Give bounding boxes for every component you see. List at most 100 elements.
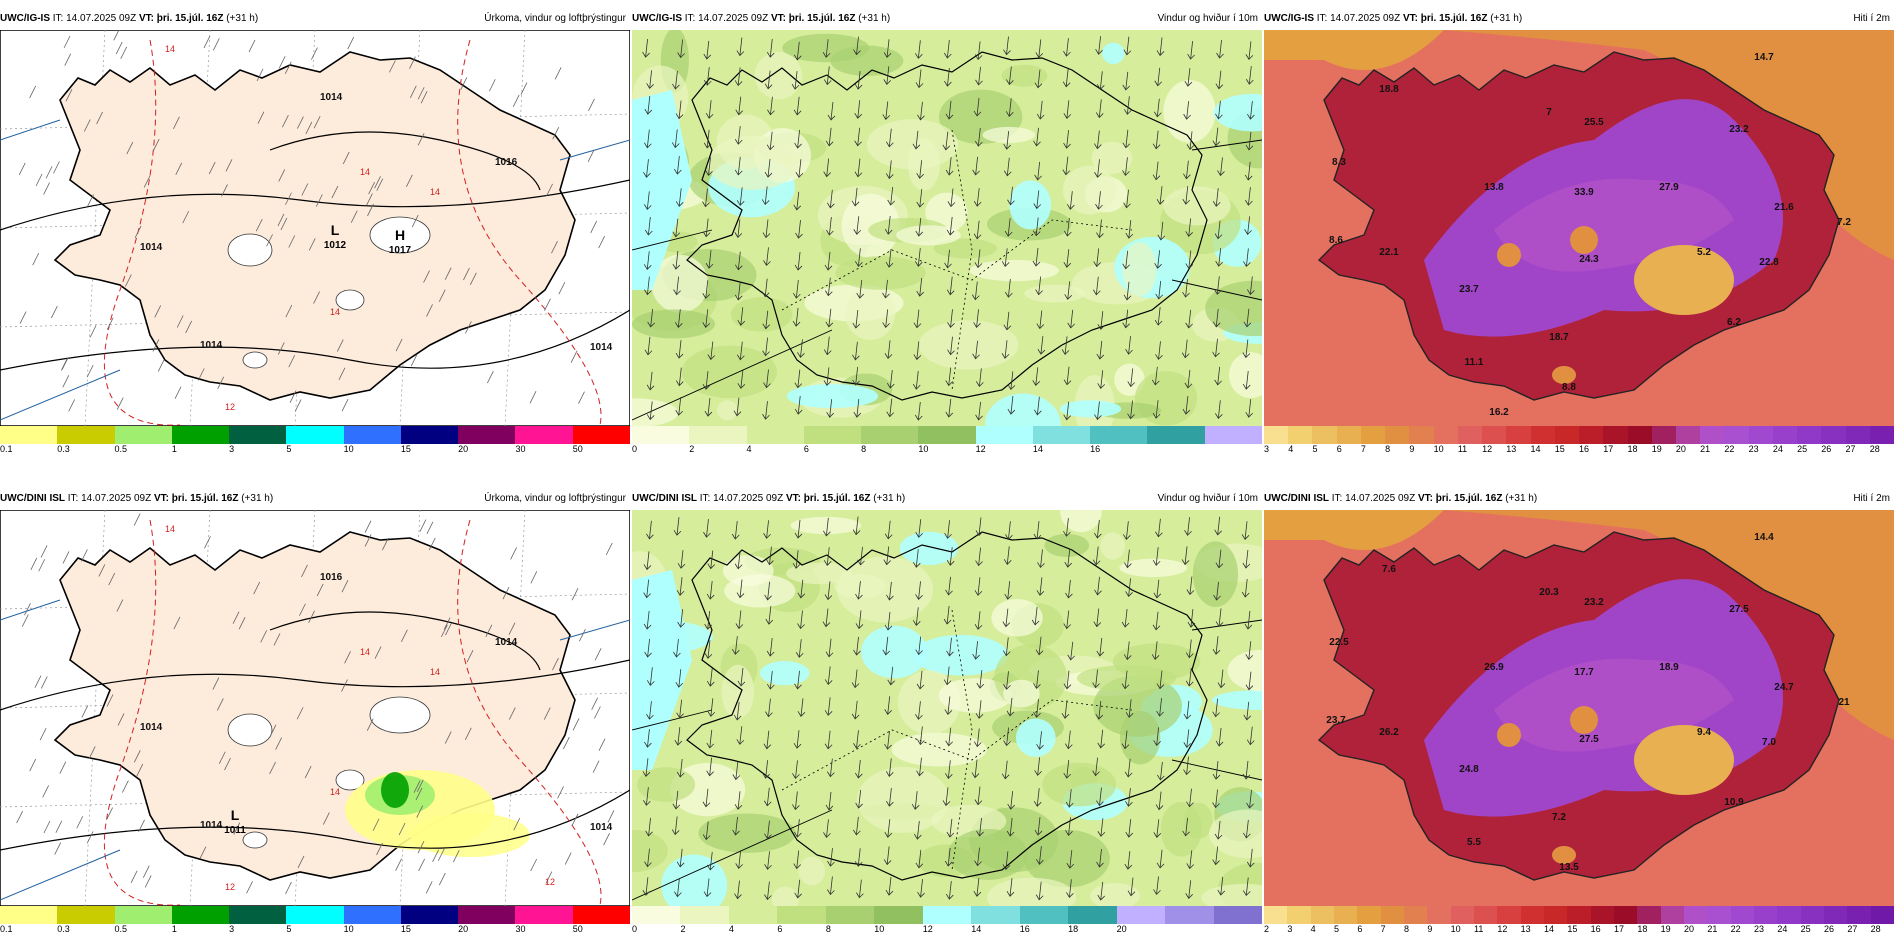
colorbar-swatch xyxy=(1675,426,1701,444)
colorbar-tick-label: 10 xyxy=(1450,924,1461,934)
colorbar-tick-label: 20 xyxy=(458,444,469,454)
colorbar-swatch xyxy=(572,426,630,444)
colorbar-swatch xyxy=(1651,426,1676,444)
temperature-contour-label: 12 xyxy=(225,402,235,412)
colorbar-tick-label: 17 xyxy=(1614,924,1625,934)
colorbar-swatch xyxy=(400,906,459,924)
valid-time: VT: þri. 15.júl. 16Z xyxy=(138,13,224,24)
colorbar-tick-label: 2 xyxy=(1264,924,1270,934)
colorbar-swatch xyxy=(1333,906,1358,924)
colorbar-swatch xyxy=(1554,426,1580,444)
isobar-label: 1016 xyxy=(495,157,518,168)
panel-uwc-dini-isl-precip: UWC/DINI ISL IT: 14.07.2025 09Z VT: þri.… xyxy=(0,490,630,950)
model-name: UWC/DINI ISL xyxy=(0,493,65,504)
colorbar-tick-label: 8 xyxy=(825,924,831,934)
colorbar-tick-label: 13 xyxy=(1520,924,1531,934)
temperature-value: 18.7 xyxy=(1549,332,1569,343)
colorbar-tick-label: 21 xyxy=(1707,924,1718,934)
temperature-value: 23.7 xyxy=(1326,715,1346,726)
temperature-value: 26.2 xyxy=(1379,727,1399,738)
colorbar-swatch xyxy=(1637,906,1661,924)
colorbar-swatch xyxy=(1116,906,1166,924)
colorbar-swatch xyxy=(922,906,972,924)
colorbar-tick-label: 25 xyxy=(1800,924,1811,934)
isobar-label: 1014 xyxy=(200,820,223,831)
colorbar-swatch xyxy=(171,906,230,924)
colorbar-tick-label: 2 xyxy=(689,444,695,454)
colorbar-tick-label: 5 xyxy=(286,924,292,934)
colorbar-tick-label: 14 xyxy=(1544,924,1555,934)
colorbar-tick-label: 3 xyxy=(1287,924,1293,934)
colorbar-tick-label: 10 xyxy=(874,924,885,934)
temperature-value: 7.0 xyxy=(1762,737,1776,748)
panel-title: Úrkoma, vindur og loftþrýstingur xyxy=(484,13,626,24)
colorbar-tick-label: 3 xyxy=(229,444,235,454)
colorbar-tick-label: 30 xyxy=(515,444,526,454)
colorbar-swatch xyxy=(515,906,573,924)
colorbar-tick-label: 0 xyxy=(632,444,638,454)
colorbar-swatch xyxy=(1385,426,1410,444)
temperature-value: 7 xyxy=(1546,107,1552,118)
init-time: IT: 14.07.2025 09Z xyxy=(67,493,152,504)
init-time: IT: 14.07.2025 09Z xyxy=(1331,493,1416,504)
temperature-value: 26.9 xyxy=(1484,662,1504,673)
panel-header: UWC/IG-IS IT: 14.07.2025 09Z VT: þri. 15… xyxy=(0,10,630,28)
colorbar-tick-label: 14 xyxy=(1530,444,1541,454)
temperature-contour-label: 14 xyxy=(165,524,175,534)
colorbar-tick-label: 5 xyxy=(1312,444,1318,454)
colorbar-tick-label: 6 xyxy=(1357,924,1363,934)
valid-time: VT: þri. 15.júl. 16Z xyxy=(785,493,871,504)
isobar-label: 1014 xyxy=(140,242,163,253)
colorbar-swatch xyxy=(971,906,1020,924)
panel-uwc-ig-is-precip: UWC/IG-IS IT: 14.07.2025 09Z VT: þri. 15… xyxy=(0,10,630,470)
isobar-label: 1014 xyxy=(200,340,223,351)
colorbar-swatch xyxy=(458,426,516,444)
colorbar-tick-label: 12 xyxy=(922,924,933,934)
colorbar xyxy=(0,906,630,924)
colorbar-tick-label: 19 xyxy=(1651,444,1662,454)
panel-uwc-dini-isl-wind: UWC/DINI ISL IT: 14.07.2025 09Z VT: þri.… xyxy=(632,490,1263,950)
temperature-value: 8.3 xyxy=(1332,157,1346,168)
colorbar-tick-label: 0.5 xyxy=(114,924,128,934)
temperature-contour-label: 12 xyxy=(225,882,235,892)
colorbar-tick-label: 14 xyxy=(971,924,982,934)
temperature-value: 14.7 xyxy=(1754,52,1774,63)
colorbar-tick-label: 15 xyxy=(400,444,411,454)
isobar-label: 1014 xyxy=(495,637,518,648)
colorbar-tick-label: 26 xyxy=(1821,444,1832,454)
colorbar-tick-label: 16 xyxy=(1090,444,1101,454)
colorbar-swatch xyxy=(1579,426,1604,444)
colorbar xyxy=(1264,426,1895,444)
colorbar-tick-label: 16 xyxy=(1590,924,1601,934)
colorbar-ticks: 0 2 4 6 8 10 12 14 16 18 20 xyxy=(632,924,1262,938)
colorbar-tick-label: 12 xyxy=(1482,444,1493,454)
panel-title: Vindur og hviður í 10m xyxy=(1157,13,1258,24)
colorbar-swatch xyxy=(1847,906,1871,924)
temperature-value: 23.2 xyxy=(1584,597,1604,608)
temperature-value: 27.5 xyxy=(1729,604,1749,615)
colorbar-ticks: 0.1 0.3 0.5 1 3 5 10 15 20 30 50 xyxy=(0,444,630,458)
wind-map xyxy=(632,510,1262,906)
panel-header: UWC/DINI ISL IT: 14.07.2025 09Z VT: þri.… xyxy=(0,490,630,508)
colorbar-swatch xyxy=(874,906,923,924)
colorbar-swatch xyxy=(572,906,630,924)
panel-uwc-ig-is-wind: UWC/IG-IS IT: 14.07.2025 09Z VT: þri. 15… xyxy=(632,10,1262,470)
isobar-label: 1014 xyxy=(590,822,613,833)
temperature-value: 9.4 xyxy=(1697,727,1711,738)
colorbar-swatch xyxy=(1473,906,1498,924)
colorbar-swatch xyxy=(746,426,804,444)
valid-time: VT: þri. 15.júl. 16Z xyxy=(153,493,239,504)
colorbar-tick-label: 10 xyxy=(918,444,929,454)
panel-title: Úrkoma, vindur og loftþrýstingur xyxy=(484,493,626,504)
lead-time: (+31 h) xyxy=(1490,13,1523,24)
wind-map xyxy=(632,30,1262,426)
colorbar-swatch xyxy=(1530,426,1555,444)
colorbar-swatch xyxy=(1506,426,1531,444)
pressure-center-symbol: L xyxy=(231,807,240,823)
temperature-value: 18.8 xyxy=(1379,84,1399,95)
colorbar-swatch xyxy=(1360,426,1386,444)
valid-time: VT: þri. 15.júl. 16Z xyxy=(770,13,856,24)
colorbar-swatch xyxy=(1543,906,1568,924)
colorbar-swatch xyxy=(1748,426,1773,444)
colorbar xyxy=(632,906,1263,924)
